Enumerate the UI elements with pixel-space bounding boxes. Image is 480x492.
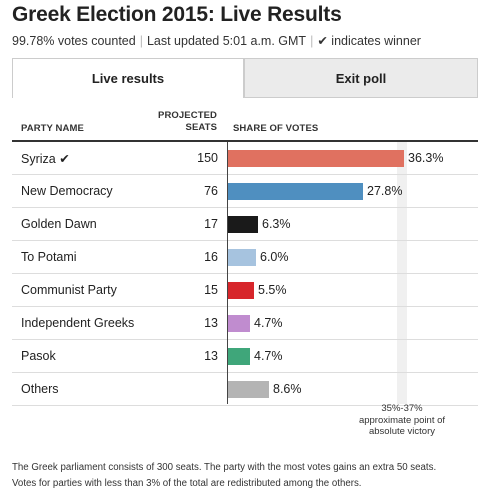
party-name: Pasok (21, 349, 56, 363)
separator: | (139, 34, 143, 48)
party-name: Golden Dawn (21, 217, 97, 231)
projected-seats: 13 (204, 316, 218, 330)
footnote-line-2: Votes for parties with less than 3% of t… (12, 478, 362, 489)
vote-share-bar (227, 150, 404, 167)
vote-share-label: 6.0% (260, 250, 289, 264)
table-row: Communist Party 15 5.5% (12, 274, 478, 307)
vote-share-label: 4.7% (254, 316, 283, 330)
victory-range: 35%-37% (381, 403, 423, 414)
victory-desc-1: approximate point of (358, 414, 446, 426)
table-row: Others 8.6% (12, 373, 478, 406)
vote-share-label: 36.3% (408, 151, 444, 165)
table-row: Syriza ✔ 150 36.3% (12, 142, 478, 175)
winner-note: indicates winner (331, 34, 421, 48)
projected-seats: 150 (197, 151, 218, 165)
column-header-party: PARTY NAME (21, 123, 84, 134)
vote-share-label: 5.5% (258, 283, 287, 297)
vote-share-bar (227, 381, 269, 398)
results-tabs: Live results Exit poll (12, 58, 478, 98)
column-header-seats-line1: PROJECTED (158, 110, 217, 121)
vote-share-label: 6.3% (262, 217, 291, 231)
vote-share-label: 8.6% (273, 382, 302, 396)
party-name: Communist Party (21, 283, 117, 297)
projected-seats: 16 (204, 250, 218, 264)
footnote: The Greek parliament consists of 300 sea… (12, 460, 478, 492)
tab-live-results[interactable]: Live results (12, 58, 244, 98)
page-title: Greek Election 2015: Live Results (12, 3, 342, 26)
separator: | (310, 34, 314, 48)
party-name: To Potami (21, 250, 77, 264)
vote-share-bar (227, 315, 250, 332)
party-name: Syriza ✔ (21, 152, 70, 166)
table-row: New Democracy 76 27.8% (12, 175, 478, 208)
check-icon: ✔ (317, 34, 328, 48)
vote-share-label: 27.8% (367, 184, 403, 198)
table-row: Golden Dawn 17 6.3% (12, 208, 478, 241)
victory-annotation: 35%-37% approximate point of absolute vi… (352, 403, 452, 438)
projected-seats: 17 (204, 217, 218, 231)
status-line: 99.78% votes counted | Last updated 5:01 a… (12, 33, 421, 48)
table-row: Pasok 13 4.7% (12, 340, 478, 373)
party-name: Others (21, 382, 59, 396)
vote-share-bar (227, 249, 256, 266)
column-header-seats-line2: SEATS (185, 122, 217, 133)
vote-share-label: 4.7% (254, 349, 283, 363)
party-name: Independent Greeks (21, 316, 135, 330)
table-row: To Potami 16 6.0% (12, 241, 478, 274)
footnote-line-1: The Greek parliament consists of 300 sea… (12, 462, 437, 473)
last-updated: Last updated 5:01 a.m. GMT (146, 34, 307, 48)
projected-seats: 15 (204, 283, 218, 297)
vote-share-bar (227, 282, 254, 299)
vote-share-bar (227, 216, 258, 233)
projected-seats: 76 (204, 184, 218, 198)
party-name: New Democracy (21, 184, 113, 198)
vote-share-bar (227, 348, 250, 365)
votes-counted: 99.78% votes counted (12, 34, 136, 48)
column-header-seats: PROJECTED SEATS (150, 110, 217, 134)
projected-seats: 13 (204, 349, 218, 363)
header-rule (12, 140, 478, 142)
column-header-share: SHARE OF VOTES (233, 123, 319, 134)
vote-share-bar (227, 183, 363, 200)
tab-exit-poll[interactable]: Exit poll (244, 58, 478, 98)
victory-desc-2: absolute victory (368, 426, 435, 437)
bar-axis (227, 142, 228, 404)
table-row: Independent Greeks 13 4.7% (12, 307, 478, 340)
